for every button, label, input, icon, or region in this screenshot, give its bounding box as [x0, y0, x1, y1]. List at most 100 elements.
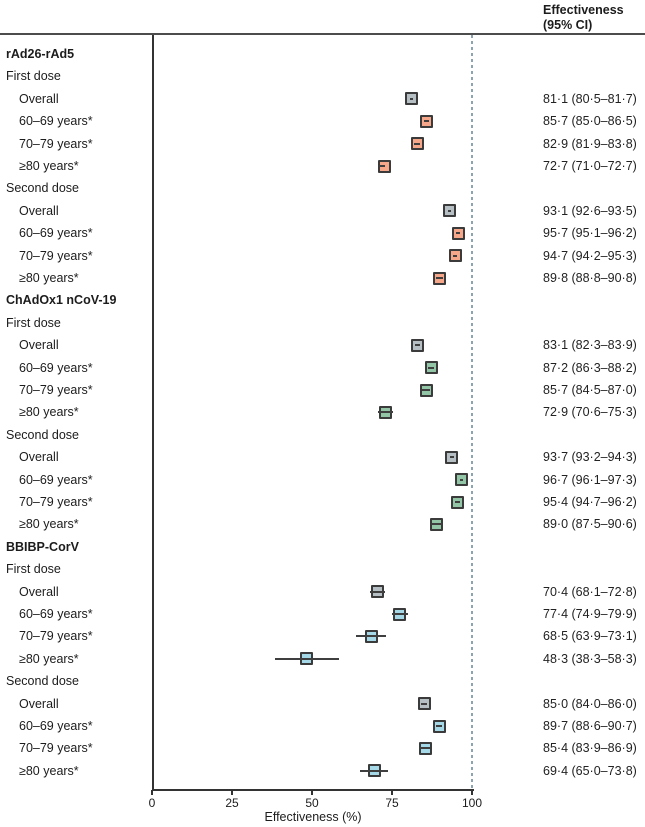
effectiveness-column-header-line1: Effectiveness — [543, 3, 624, 17]
x-axis-tick-label: 25 — [225, 796, 239, 810]
age-group-label: ≥80 years* — [19, 517, 79, 532]
age-group-label: 70–79 years* — [19, 248, 93, 263]
effectiveness-ci-value: 83·1 (82·3–83·9) — [543, 338, 637, 353]
effectiveness-ci-value: 69·4 (65·0–73·8) — [543, 763, 637, 778]
effectiveness-ci-value: 72·7 (71·0–72·7) — [543, 159, 637, 173]
x-axis-tick-label: 50 — [305, 796, 319, 810]
effectiveness-ci-value: 93·1 (92·6–93·5) — [543, 203, 637, 218]
age-group-label: ≥80 years* — [19, 763, 79, 778]
ci-whisker — [450, 456, 454, 459]
ci-whisker — [356, 635, 386, 638]
effectiveness-ci-value: 94·7 (94·2–95·3) — [543, 248, 637, 263]
age-group-label: Overall — [19, 203, 59, 218]
ci-whisker — [459, 478, 464, 481]
x-axis-tick — [471, 790, 473, 795]
effectiveness-ci-value: 85·7 (84·5–87·0) — [543, 383, 637, 397]
ci-whisker — [391, 613, 408, 615]
age-group-label: ≥80 years* — [19, 651, 79, 666]
ci-whisker — [456, 232, 460, 235]
effectiveness-ci-value: 85·0 (84·0–86·0) — [543, 696, 637, 711]
effectiveness-ci-value: 68·5 (63·9–73·1) — [543, 629, 637, 644]
age-group-label: 70–79 years* — [19, 136, 93, 151]
age-group-label: 60–69 years* — [19, 360, 93, 375]
age-group-label: Overall — [19, 91, 59, 106]
effectiveness-ci-value: 77·4 (74·9–79·9) — [543, 607, 637, 621]
x-axis-line — [152, 789, 474, 791]
ci-whisker — [415, 344, 421, 347]
dose-label: First dose — [6, 315, 61, 330]
dose-label: First dose — [6, 562, 61, 577]
dose-label: Second dose — [6, 181, 79, 196]
age-group-label: Overall — [19, 696, 59, 711]
ci-whisker — [453, 254, 457, 257]
ci-whisker — [409, 97, 414, 100]
y-axis-line — [152, 35, 154, 789]
age-group-label: 60–69 years* — [19, 226, 93, 241]
age-group-label: 60–69 years* — [19, 472, 93, 487]
ci-whisker — [428, 366, 435, 369]
x-axis-tick — [311, 790, 313, 795]
ci-whisker — [377, 411, 393, 414]
age-group-label: ≥80 years* — [19, 405, 79, 420]
dose-label: First dose — [6, 69, 61, 84]
x-axis-tick — [391, 790, 393, 795]
age-group-label: 70–79 years* — [19, 495, 93, 509]
ci-whisker — [420, 747, 431, 750]
reference-dashed-line-100 — [471, 35, 473, 789]
age-group-label: ≥80 years* — [19, 271, 79, 285]
age-group-label: 70–79 years* — [19, 741, 93, 756]
effectiveness-ci-value: 93·7 (93·2–94·3) — [543, 450, 637, 465]
age-group-label: Overall — [19, 338, 59, 353]
group-label: rAd26-rAd5 — [6, 47, 75, 61]
effectiveness-ci-value: 81·1 (80·5–81·7) — [543, 91, 637, 106]
ci-whisker — [424, 120, 429, 123]
x-axis-label: Effectiveness (%) — [264, 810, 362, 824]
effectiveness-ci-value: 70·4 (68·1–72·8) — [543, 584, 637, 599]
ci-whisker — [435, 725, 443, 727]
dose-label: Second dose — [6, 674, 79, 689]
effectiveness-ci-value: 95·4 (94·7–96·2) — [543, 495, 637, 509]
effectiveness-column-header: Effectiveness (95% CI) — [543, 3, 624, 33]
ci-whisker — [379, 165, 385, 167]
age-group-label: Overall — [19, 584, 59, 599]
ci-whisker — [448, 209, 452, 212]
ci-whisker — [360, 769, 389, 772]
ci-whisker — [432, 523, 442, 526]
age-group-label: 60–69 years* — [19, 114, 93, 129]
effectiveness-column-header-line2: (95% CI) — [543, 18, 593, 32]
ci-whisker — [369, 590, 385, 593]
ci-whisker — [436, 277, 443, 279]
age-group-label: 60–69 years* — [19, 719, 93, 733]
ci-whisker — [422, 389, 431, 391]
point-estimate-marker — [378, 159, 392, 173]
effectiveness-ci-value: 72·9 (70·6–75·3) — [543, 405, 637, 420]
x-axis-tick-label: 0 — [148, 796, 156, 810]
age-group-label: 70–79 years* — [19, 629, 93, 644]
top-divider — [0, 33, 645, 35]
age-group-label: 60–69 years* — [19, 607, 93, 621]
age-group-label: Overall — [19, 450, 59, 465]
effectiveness-ci-value: 85·4 (83·9–86·9) — [543, 741, 637, 756]
ci-whisker — [420, 702, 428, 705]
effectiveness-ci-value: 89·8 (88·8–90·8) — [543, 271, 637, 285]
age-group-label: 70–79 years* — [19, 383, 93, 397]
effectiveness-ci-value: 89·0 (87·5–90·6) — [543, 517, 637, 532]
effectiveness-ci-value: 96·7 (96·1–97·3) — [543, 472, 637, 487]
x-axis-tick — [151, 790, 153, 795]
effectiveness-ci-value: 87·2 (86·3–88·2) — [543, 360, 637, 375]
group-label: BBIBP-CorV — [6, 539, 79, 554]
x-axis-tick-label: 75 — [385, 796, 399, 810]
ci-whisker — [274, 657, 339, 660]
effectiveness-ci-value: 95·7 (95·1–96·2) — [543, 226, 637, 241]
x-axis-tick-label: 100 — [461, 796, 483, 810]
effectiveness-ci-value: 82·9 (81·9–83·8) — [543, 136, 637, 151]
ci-whisker — [455, 501, 460, 503]
group-label: ChAdOx1 nCoV-19 — [6, 293, 117, 308]
x-axis-tick — [231, 790, 233, 795]
dose-label: Second dose — [6, 427, 79, 442]
ci-whisker — [414, 142, 421, 145]
age-group-label: ≥80 years* — [19, 159, 79, 173]
effectiveness-ci-value: 48·3 (38·3–58·3) — [543, 651, 637, 666]
effectiveness-ci-value: 89·7 (88·6–90·7) — [543, 719, 637, 733]
